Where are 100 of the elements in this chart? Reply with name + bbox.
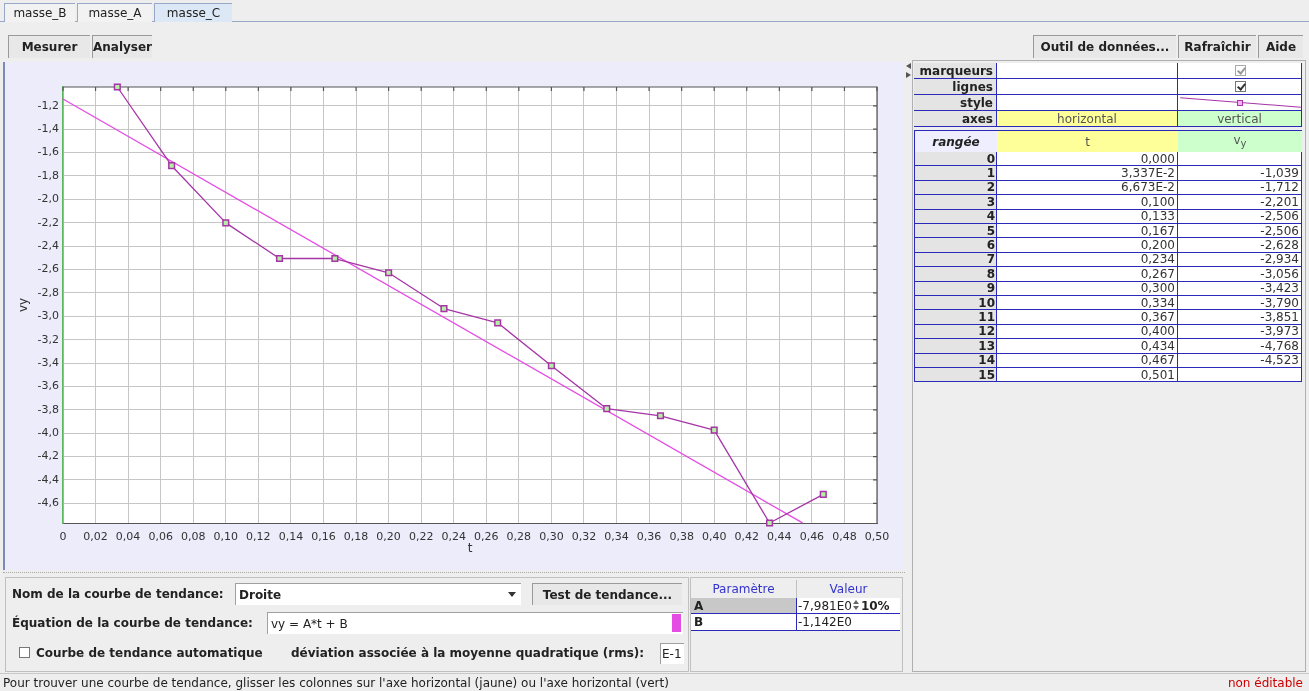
y-tick-label: 15 bbox=[978, 367, 995, 382]
text: Courbe de tendance automatique bbox=[36, 646, 263, 660]
y-tick-label: -2,4 bbox=[37, 238, 59, 252]
x-tick-label: 0,10 bbox=[213, 530, 239, 544]
x-tick-label: 0,32 bbox=[571, 530, 597, 544]
text: 0,100 bbox=[1140, 194, 1175, 209]
y-tick-label: -4,2 bbox=[37, 449, 59, 463]
x-tick-label: 0,42 bbox=[734, 530, 760, 544]
y-tick-label: 12 bbox=[978, 324, 995, 339]
text: 0,367 bbox=[1140, 310, 1175, 325]
y-tick-label: 5 bbox=[986, 223, 995, 238]
y-axis-title: rangée bbox=[932, 134, 980, 149]
x-tick-label: 0,18 bbox=[343, 530, 369, 544]
text: -4,523 bbox=[1260, 353, 1299, 368]
text: horizontal bbox=[1057, 111, 1117, 126]
text: marqueurs bbox=[919, 63, 993, 78]
text: non éditable bbox=[1227, 675, 1303, 690]
text: -1,712 bbox=[1260, 180, 1299, 195]
y-tick-label: 7 bbox=[986, 252, 995, 267]
text: 0,133 bbox=[1140, 209, 1175, 224]
text: -1,142E0 bbox=[798, 615, 852, 629]
x-tick-label: 0,44 bbox=[767, 530, 792, 544]
y-tick-label: -4,6 bbox=[37, 496, 59, 510]
text: Pour trouver une courbe de tendance, glisser les colonnes sur l'axe horizontal (jaune) ou l'axe horizontal (vert) bbox=[3, 675, 669, 690]
y-tick-label: -4,4 bbox=[37, 472, 59, 486]
x-tick-label: 0,34 bbox=[604, 530, 629, 544]
text: A bbox=[694, 598, 704, 613]
x-tick-label: 0,22 bbox=[408, 530, 434, 544]
y-axis-title: vy bbox=[16, 297, 31, 313]
text: 0,467 bbox=[1140, 353, 1175, 368]
y-tick-label: -3,2 bbox=[37, 332, 59, 346]
text: Test de tendance... bbox=[542, 587, 673, 602]
text: 0,501 bbox=[1140, 367, 1175, 382]
text: -2,934 bbox=[1260, 252, 1299, 267]
y-tick-label: 9 bbox=[986, 281, 995, 296]
text: lignes bbox=[952, 79, 993, 94]
x-tick-label: 0,24 bbox=[441, 530, 466, 544]
y-tick-label: -3,8 bbox=[37, 402, 59, 416]
text: 10% bbox=[860, 598, 890, 613]
text: Valeur bbox=[829, 582, 868, 596]
text: 0,200 bbox=[1140, 238, 1175, 253]
y-tick-label: -1,8 bbox=[37, 168, 59, 182]
x-tick-label: 0,12 bbox=[246, 530, 271, 544]
y-tick-label: 6 bbox=[986, 238, 995, 253]
y-tick-label: 3 bbox=[986, 194, 995, 209]
y-tick-label: -2,6 bbox=[37, 262, 59, 276]
text: Paramètre bbox=[712, 582, 775, 596]
text: 0,434 bbox=[1140, 338, 1175, 353]
y-tick-label: -1,6 bbox=[37, 145, 59, 159]
text: -2,506 bbox=[1260, 209, 1299, 224]
text: Outil de données... bbox=[1040, 40, 1170, 54]
x-tick-label: 0,48 bbox=[832, 530, 857, 544]
y-tick-label: -2,8 bbox=[37, 285, 59, 299]
text: -2,506 bbox=[1260, 223, 1299, 238]
text: -3,423 bbox=[1260, 281, 1299, 296]
y-tick-label: -2,0 bbox=[37, 192, 59, 206]
text: 0,000 bbox=[1140, 151, 1175, 166]
y-tick-label: 1 bbox=[986, 166, 995, 181]
text: -2,201 bbox=[1260, 194, 1299, 209]
y-tick-label: -3,6 bbox=[37, 379, 59, 393]
text: Mesurer bbox=[21, 40, 78, 54]
text: Nom de la courbe de tendance: bbox=[12, 587, 224, 601]
text: -3,790 bbox=[1260, 295, 1299, 310]
y-tick-label: 2 bbox=[986, 180, 995, 195]
text: 0,167 bbox=[1140, 223, 1175, 238]
text: 0,334 bbox=[1140, 295, 1175, 310]
x-tick-label: 0,16 bbox=[311, 530, 336, 544]
y-tick-label: -3,4 bbox=[37, 355, 59, 369]
text: -3,056 bbox=[1260, 266, 1299, 281]
text: 0,300 bbox=[1140, 281, 1175, 296]
y-tick-label: 14 bbox=[978, 353, 995, 368]
x-tick-label: 0,06 bbox=[148, 530, 173, 544]
y-tick-label: 13 bbox=[978, 338, 995, 353]
text: Droite bbox=[239, 587, 282, 602]
text: style bbox=[960, 95, 993, 110]
text: -3,973 bbox=[1260, 324, 1299, 339]
x-tick-label: 0,26 bbox=[474, 530, 499, 544]
y-tick-label: 0 bbox=[986, 151, 995, 166]
text: 0,400 bbox=[1140, 324, 1175, 339]
y-tick-label: -1,2 bbox=[37, 98, 59, 112]
x-tick-label: 0,04 bbox=[115, 530, 141, 544]
text: B bbox=[694, 615, 704, 629]
x-tick-label: 0,02 bbox=[83, 530, 108, 544]
x-axis-title: t bbox=[467, 540, 473, 555]
text: 3,337E-2 bbox=[1121, 166, 1175, 181]
x-tick-label: 0,28 bbox=[506, 530, 532, 544]
text: -1,039 bbox=[1260, 166, 1299, 181]
text: vy = A*t + B bbox=[271, 616, 348, 631]
text: 0,267 bbox=[1140, 266, 1175, 281]
text: -7,981E0 bbox=[798, 598, 852, 613]
text: -3,851 bbox=[1260, 310, 1299, 325]
y-tick-label: -3,0 bbox=[37, 309, 59, 323]
x-tick-label: 0,36 bbox=[636, 530, 662, 544]
text: axes bbox=[961, 111, 993, 126]
x-tick-label: 0,40 bbox=[701, 530, 727, 544]
text: vertical bbox=[1217, 111, 1262, 126]
y-tick-label: 8 bbox=[986, 266, 995, 281]
x-tick-label: v$_{y}$ bbox=[1233, 132, 1247, 150]
text: -4,768 bbox=[1260, 338, 1299, 353]
text: Aide bbox=[1265, 40, 1297, 54]
